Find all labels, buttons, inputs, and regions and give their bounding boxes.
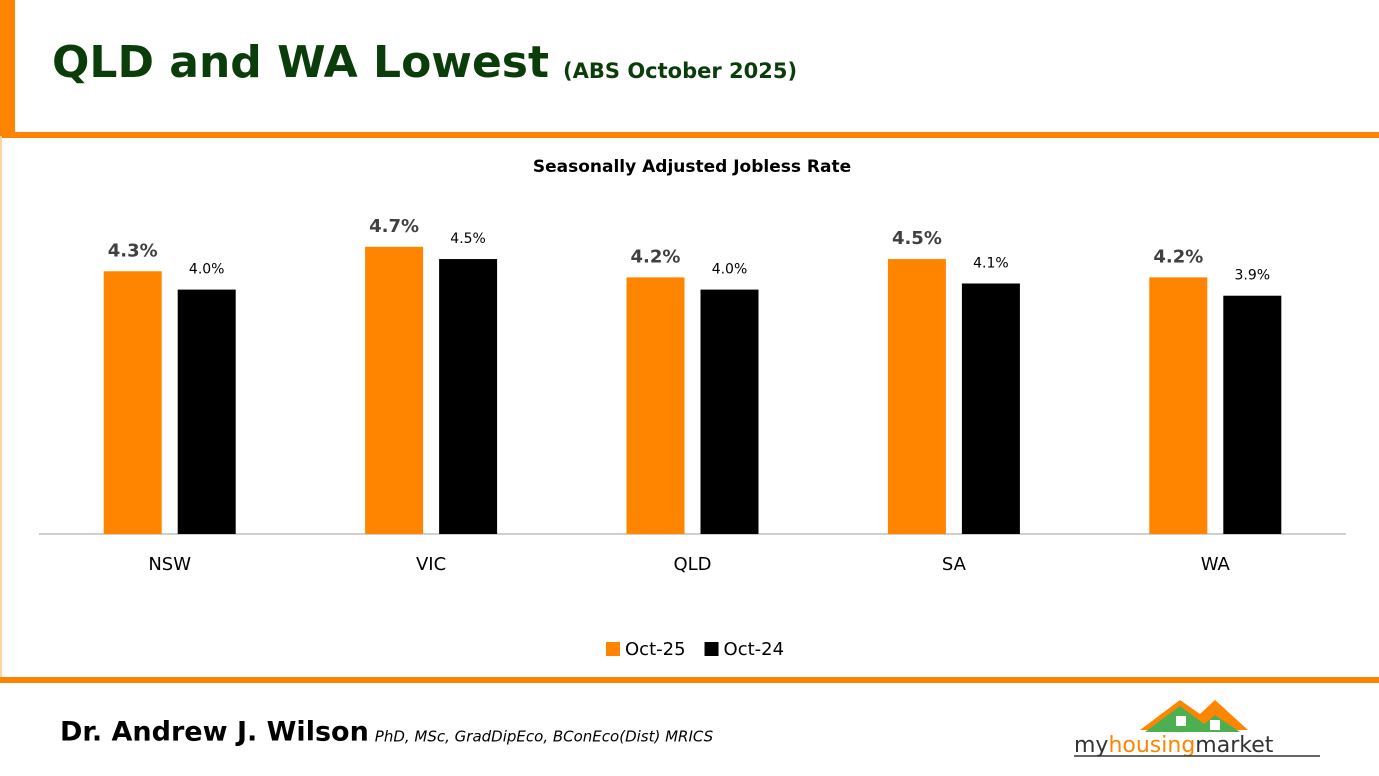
value-label: 3.9% [1235,268,1271,284]
chart-title: Seasonally Adjusted Jobless Rate [533,157,851,177]
bar [365,246,424,534]
x-tick-label: NSW [148,554,191,575]
bar [887,259,946,534]
logo-window [1210,720,1220,730]
footer-rule [0,677,1379,683]
accent-bar [0,0,15,136]
x-tick-label: SA [942,554,967,575]
logo-part: my [1074,733,1108,758]
value-label: 4.5% [892,228,942,249]
bar [1223,295,1282,534]
bar [700,289,759,534]
slide-title: QLD and WA Lowest [52,37,549,88]
logo-part: market [1195,733,1273,758]
x-tick-label: QLD [673,554,711,575]
logo: myhousingmarket [1074,700,1320,758]
logo-text: myhousingmarket [1074,733,1274,758]
bar [961,283,1020,534]
bar [626,277,685,534]
bar [103,271,162,534]
bar [439,259,498,534]
value-label: 4.0% [189,262,225,278]
credentials: PhD, MSc, GradDipEco, BConEco(Dist) MRIC… [375,728,714,746]
legend-label: Oct-24 [724,639,785,660]
bar [1149,277,1208,534]
value-label: 4.1% [973,255,1009,271]
x-tick-label: WA [1201,554,1231,575]
author: Dr. Andrew J. Wilson [60,717,369,748]
value-label: 4.3% [108,240,158,261]
header-rule [0,132,1379,138]
value-label: 4.5% [450,231,486,247]
value-label: 4.2% [1153,246,1203,267]
legend-swatch [606,642,620,656]
value-label: 4.2% [631,246,681,267]
side-rule [0,136,2,681]
value-label: 4.7% [369,216,419,237]
logo-window [1176,716,1186,726]
value-label: 4.0% [712,262,748,278]
legend-swatch [704,642,719,656]
legend-label: Oct-25 [625,639,686,660]
logo-part: housing [1108,733,1195,758]
bar [177,289,236,534]
x-tick-label: VIC [416,554,446,575]
slide-subtitle: (ABS October 2025) [563,59,797,83]
